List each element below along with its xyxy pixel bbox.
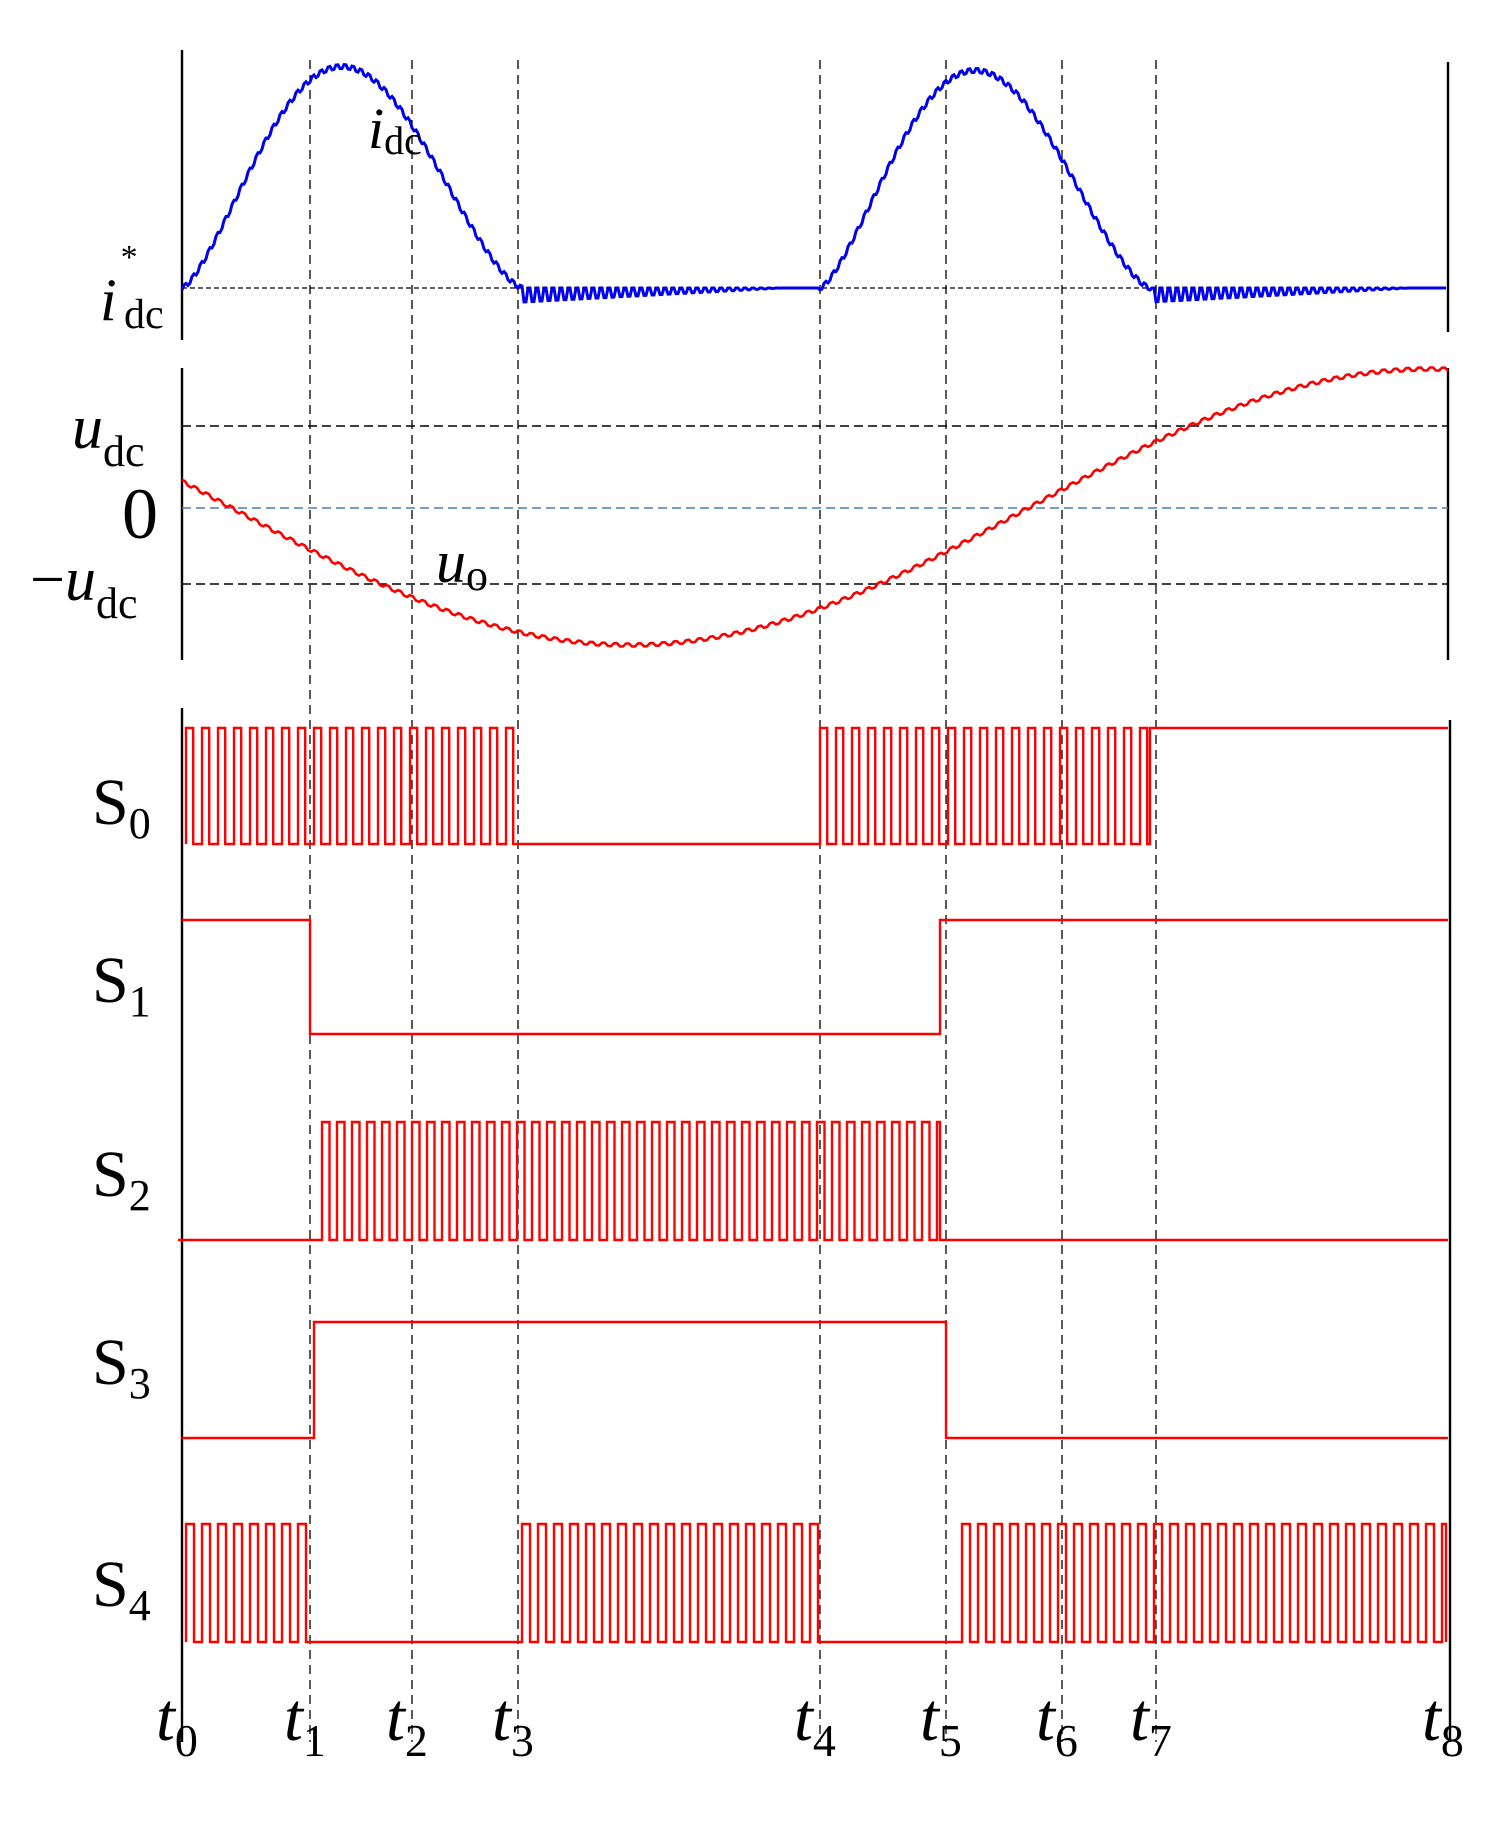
switch-s2-trace bbox=[178, 1120, 1448, 1242]
time-label-symbol: t bbox=[492, 1679, 513, 1755]
switch-s3-label: S3 bbox=[92, 1326, 151, 1408]
time-label-symbol: t bbox=[1422, 1679, 1443, 1755]
current-panel: idc i* dc bbox=[100, 63, 1446, 338]
output-voltage-subscript: o bbox=[466, 551, 488, 600]
switch-s2-subscript: 2 bbox=[129, 1171, 151, 1220]
udc-level-label: udc bbox=[72, 394, 145, 476]
switch-s1-subscript: 1 bbox=[129, 977, 151, 1026]
time-label-t0: t0 bbox=[156, 1679, 198, 1766]
switch-s1-letter: S bbox=[92, 944, 129, 1017]
time-label-subscript: 3 bbox=[511, 1715, 534, 1766]
time-label-subscript: 4 bbox=[813, 1715, 836, 1766]
dc-current-symbol: i bbox=[368, 96, 384, 161]
udc-level-subscript: dc bbox=[103, 427, 145, 476]
udc-level-symbol: u bbox=[72, 394, 103, 462]
time-label-symbol: t bbox=[794, 1679, 815, 1755]
time-label-t4: t4 bbox=[794, 1679, 836, 1766]
current-reference-superscript: * bbox=[121, 239, 138, 276]
time-label-t3: t3 bbox=[492, 1679, 534, 1766]
time-label-symbol: t bbox=[386, 1679, 407, 1755]
output-voltage-symbol: u bbox=[436, 529, 466, 595]
time-label-subscript: 1 bbox=[303, 1715, 326, 1766]
switching-signals-panel: S0 S1 S2 S3 S4 bbox=[92, 726, 1448, 1644]
switch-s0-trace bbox=[184, 726, 1448, 846]
switch-s4-subscript: 4 bbox=[129, 1581, 151, 1630]
zero-level-value: 0 bbox=[122, 474, 158, 554]
time-label-subscript: 0 bbox=[175, 1715, 198, 1766]
time-label-subscript: 7 bbox=[1149, 1715, 1172, 1766]
zero-level-label: 0 bbox=[122, 474, 158, 554]
switch-s3-letter: S bbox=[92, 1326, 129, 1399]
switch-s0-letter: S bbox=[92, 766, 129, 839]
time-label-subscript: 2 bbox=[405, 1715, 428, 1766]
switch-s2-letter: S bbox=[92, 1138, 129, 1211]
time-label-symbol: t bbox=[284, 1679, 305, 1755]
current-reference-symbol: i bbox=[100, 267, 117, 333]
time-label-subscript: 6 bbox=[1055, 1715, 1078, 1766]
switch-s4-label: S4 bbox=[92, 1548, 151, 1630]
negative-udc-subscript: dc bbox=[96, 579, 138, 628]
switch-s3-subscript: 3 bbox=[129, 1359, 151, 1408]
switch-s1-trace bbox=[182, 918, 1448, 1036]
time-label-t8: t8 bbox=[1422, 1679, 1464, 1766]
time-label-t7: t7 bbox=[1130, 1679, 1172, 1766]
time-label-t2: t2 bbox=[386, 1679, 428, 1766]
negative-udc-symbol: u bbox=[65, 546, 96, 614]
time-label-symbol: t bbox=[920, 1679, 941, 1755]
time-label-subscript: 8 bbox=[1441, 1715, 1464, 1766]
switch-s3-trace bbox=[182, 1320, 1448, 1440]
switch-s2-label: S2 bbox=[92, 1138, 151, 1220]
time-axis-labels: t0 t1 t2 t3 t4 t5 t6 t7 t8 bbox=[156, 1679, 1464, 1766]
switch-s0-label: S0 bbox=[92, 766, 151, 848]
time-label-t5: t5 bbox=[920, 1679, 962, 1766]
dc-current-label: idc bbox=[368, 96, 422, 163]
output-voltage-trace bbox=[181, 366, 1449, 648]
voltage-panel: uo udc 0 −udc bbox=[30, 366, 1449, 648]
switch-s4-letter: S bbox=[92, 1548, 129, 1621]
dc-current-subscript: dc bbox=[384, 118, 422, 163]
current-reference-subscript: dc bbox=[124, 292, 164, 338]
panel-axes bbox=[180, 50, 1452, 1742]
negative-udc-level-label: −udc bbox=[30, 546, 138, 628]
time-marker-lines bbox=[309, 60, 1157, 1742]
time-label-symbol: t bbox=[156, 1679, 177, 1755]
time-label-subscript: 5 bbox=[939, 1715, 962, 1766]
time-label-t1: t1 bbox=[284, 1679, 326, 1766]
switch-s0-subscript: 0 bbox=[129, 799, 151, 848]
output-voltage-label: uo bbox=[436, 529, 488, 600]
dc-current-trace bbox=[180, 63, 1446, 304]
time-label-symbol: t bbox=[1130, 1679, 1151, 1755]
time-label-symbol: t bbox=[1036, 1679, 1057, 1755]
switch-s4-trace bbox=[184, 1522, 1448, 1644]
switch-s1-label: S1 bbox=[92, 944, 151, 1026]
negative-udc-prefix: − bbox=[30, 546, 65, 614]
current-reference-label: i* dc bbox=[100, 239, 164, 338]
time-label-t6: t6 bbox=[1036, 1679, 1078, 1766]
